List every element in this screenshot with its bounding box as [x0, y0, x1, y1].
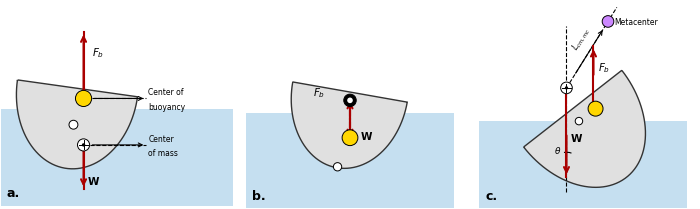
Text: Metacenter: Metacenter — [614, 18, 658, 27]
Circle shape — [82, 143, 85, 147]
Polygon shape — [1, 108, 233, 205]
Circle shape — [347, 98, 353, 103]
Circle shape — [588, 101, 603, 116]
Text: W: W — [570, 134, 582, 144]
Text: a.: a. — [7, 187, 20, 200]
Text: W: W — [360, 132, 372, 142]
Circle shape — [602, 16, 614, 27]
Circle shape — [333, 163, 342, 171]
Polygon shape — [291, 82, 407, 168]
Circle shape — [561, 82, 573, 94]
Text: $F_b$: $F_b$ — [313, 86, 325, 100]
Circle shape — [344, 94, 356, 107]
Circle shape — [342, 130, 358, 146]
Circle shape — [78, 139, 90, 151]
Text: $F_b$: $F_b$ — [92, 46, 104, 60]
Text: $\theta$: $\theta$ — [554, 145, 561, 156]
Text: W: W — [88, 177, 99, 187]
Text: Center: Center — [148, 135, 174, 144]
Polygon shape — [246, 113, 454, 208]
Text: Center of: Center of — [148, 88, 183, 97]
Text: $L_{cm,mc}$: $L_{cm,mc}$ — [570, 25, 594, 52]
Circle shape — [69, 120, 78, 129]
Polygon shape — [524, 70, 645, 187]
Polygon shape — [480, 121, 687, 208]
Text: $F_b$: $F_b$ — [598, 61, 610, 75]
Text: c.: c. — [486, 190, 498, 203]
Polygon shape — [16, 80, 137, 169]
Circle shape — [575, 117, 582, 125]
Text: of mass: of mass — [148, 149, 178, 158]
Circle shape — [565, 86, 568, 89]
Circle shape — [76, 90, 92, 107]
Text: buoyancy: buoyancy — [148, 103, 186, 112]
Text: b.: b. — [253, 190, 266, 203]
